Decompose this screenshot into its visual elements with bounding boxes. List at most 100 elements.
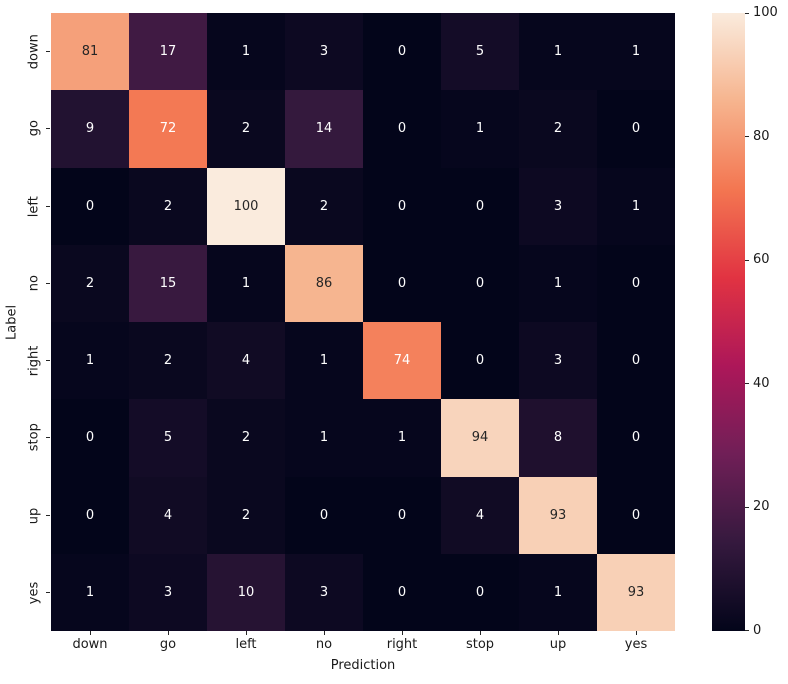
heatmap-cell: 0 bbox=[441, 244, 519, 322]
y-tick-mark bbox=[46, 205, 50, 207]
heatmap-cell: 93 bbox=[519, 476, 597, 554]
heatmap-cell: 10 bbox=[207, 553, 285, 631]
colorbar-tick-mark bbox=[745, 506, 749, 508]
y-tick-label: up bbox=[26, 506, 42, 524]
heatmap-cell: 3 bbox=[519, 167, 597, 245]
x-tick-marks bbox=[51, 631, 675, 636]
heatmap-cell: 0 bbox=[51, 167, 129, 245]
heatmap-cell: 0 bbox=[285, 476, 363, 554]
heatmap-cell: 0 bbox=[51, 399, 129, 477]
y-tick-mark bbox=[46, 437, 50, 439]
heatmap-cell: 4 bbox=[129, 476, 207, 554]
y-tick-label: no bbox=[26, 275, 42, 292]
y-tick-label: down bbox=[26, 34, 42, 70]
heatmap-cell: 2 bbox=[519, 90, 597, 168]
colorbar-tick-mark bbox=[745, 259, 749, 261]
colorbar-tick-label: 40 bbox=[753, 375, 770, 391]
heatmap-cell: 0 bbox=[363, 167, 441, 245]
x-tick-label: stop bbox=[465, 637, 495, 652]
heatmap-cell: 1 bbox=[207, 13, 285, 91]
heatmap-cell: 1 bbox=[519, 13, 597, 91]
heatmap-cell: 1 bbox=[207, 244, 285, 322]
y-tick-label: yes bbox=[26, 581, 42, 604]
heatmap-cell: 2 bbox=[207, 476, 285, 554]
heatmap-cell: 81 bbox=[51, 13, 129, 91]
colorbar-tick-label: 80 bbox=[753, 128, 770, 144]
y-tick-mark bbox=[46, 51, 50, 53]
heatmap-cell: 86 bbox=[285, 244, 363, 322]
heatmap-cell: 0 bbox=[441, 322, 519, 400]
x-tick-mark bbox=[635, 631, 637, 635]
x-tick-label: down bbox=[72, 637, 108, 652]
heatmap-cell: 1 bbox=[285, 399, 363, 477]
y-tick-label: right bbox=[26, 345, 42, 376]
x-tick-mark bbox=[479, 631, 481, 635]
y-tick-labels: down go left no right stop up yes bbox=[24, 13, 44, 631]
heatmap-cell: 0 bbox=[51, 476, 129, 554]
x-tick-mark bbox=[557, 631, 559, 635]
heatmap-cell: 0 bbox=[363, 13, 441, 91]
x-tick-mark bbox=[401, 631, 403, 635]
heatmap-cell: 1 bbox=[51, 553, 129, 631]
y-tick-label: left bbox=[26, 195, 42, 217]
heatmap-cell: 9 bbox=[51, 90, 129, 168]
heatmap-cell: 1 bbox=[51, 322, 129, 400]
heatmap-cell: 1 bbox=[519, 553, 597, 631]
heatmap-cell: 1 bbox=[519, 244, 597, 322]
heatmap-cell: 15 bbox=[129, 244, 207, 322]
heatmap-cell: 94 bbox=[441, 399, 519, 477]
colorbar-tick-mark bbox=[745, 383, 749, 385]
y-axis-title: Label bbox=[4, 304, 20, 340]
heatmap-cell: 93 bbox=[597, 553, 675, 631]
heatmap-cell: 1 bbox=[285, 322, 363, 400]
heatmap-cell: 0 bbox=[597, 476, 675, 554]
heatmap-cell: 0 bbox=[441, 167, 519, 245]
heatmap-cell: 3 bbox=[285, 13, 363, 91]
heatmap-cell: 0 bbox=[363, 90, 441, 168]
x-tick-label: go bbox=[159, 637, 177, 652]
heatmap-cell: 100 bbox=[207, 167, 285, 245]
heatmap-cell: 1 bbox=[441, 90, 519, 168]
heatmap-cell: 0 bbox=[597, 322, 675, 400]
colorbar-tick-mark bbox=[745, 13, 749, 14]
heatmap-cell: 2 bbox=[285, 167, 363, 245]
y-tick-marks bbox=[46, 13, 51, 631]
x-tick-label: yes bbox=[624, 637, 648, 652]
x-tick-labels: down go left no right stop up yes bbox=[51, 637, 675, 653]
y-tick-mark bbox=[46, 360, 50, 362]
heatmap-cell: 2 bbox=[129, 167, 207, 245]
heatmap-cell: 3 bbox=[285, 553, 363, 631]
heatmap-cell: 14 bbox=[285, 90, 363, 168]
x-tick-label: left bbox=[235, 637, 257, 652]
x-tick-mark bbox=[89, 631, 91, 635]
x-tick-mark bbox=[245, 631, 247, 635]
y-tick-mark bbox=[46, 514, 50, 516]
x-tick-label: right bbox=[386, 637, 418, 652]
y-tick-mark bbox=[46, 282, 50, 284]
heatmap-cell: 0 bbox=[441, 553, 519, 631]
heatmap-cell: 1 bbox=[597, 13, 675, 91]
y-tick-label: go bbox=[26, 120, 42, 137]
colorbar-tick-label: 20 bbox=[753, 499, 770, 515]
heatmap-cell: 1 bbox=[597, 167, 675, 245]
heatmap-cell: 0 bbox=[363, 244, 441, 322]
heatmap-cell: 3 bbox=[129, 553, 207, 631]
heatmap-cell: 0 bbox=[597, 244, 675, 322]
y-tick-mark bbox=[46, 128, 50, 130]
heatmap-cell: 0 bbox=[363, 476, 441, 554]
colorbar-tick-label: 0 bbox=[753, 623, 762, 638]
x-tick-mark bbox=[167, 631, 169, 635]
colorbar bbox=[712, 13, 745, 631]
heatmap-cell: 1 bbox=[363, 399, 441, 477]
x-axis-title: Prediction bbox=[330, 658, 396, 673]
x-tick-label: up bbox=[549, 637, 567, 652]
heatmap-cell: 2 bbox=[129, 322, 207, 400]
colorbar-tick-label: 100 bbox=[753, 5, 778, 20]
heatmap-cell: 8 bbox=[519, 399, 597, 477]
heatmap-cell: 3 bbox=[519, 322, 597, 400]
heatmap-cell: 2 bbox=[51, 244, 129, 322]
heatmap-cell: 2 bbox=[207, 90, 285, 168]
heatmap-cell: 74 bbox=[363, 322, 441, 400]
heatmap-grid: 81 17 1 3 0 5 1 1 9 72 2 14 0 1 2 0 0 2 100 2 0 0 3 1 2 15 1 86 0 0 1 0… bbox=[51, 13, 675, 631]
